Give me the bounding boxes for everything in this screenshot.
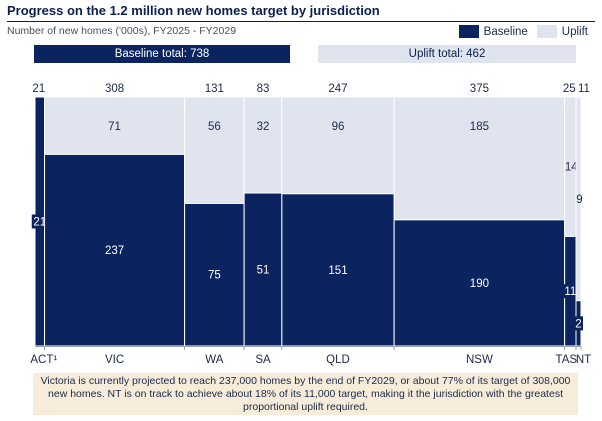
baseline-label-vic: 237 (105, 245, 124, 257)
baseline-bar-nsw (393, 219, 566, 347)
uplift-total-bar: Uplift total: 462 (318, 45, 576, 63)
legend-swatch-baseline (458, 25, 479, 38)
title-divider (7, 21, 595, 22)
uplift-bar-nsw (393, 96, 566, 221)
baseline-label-sa: 51 (257, 265, 270, 277)
category-label-tas: TAS (556, 354, 578, 366)
baseline-label-badge-act (31, 214, 48, 229)
baseline-label-qld: 151 (328, 265, 347, 277)
legend-label-uplift: Uplift (561, 25, 588, 38)
target-label-sa: 83 (257, 83, 270, 95)
category-label-sa: SA (255, 354, 271, 366)
baseline-bar-vic (44, 153, 186, 347)
legend-label-baseline: Baseline (483, 25, 528, 38)
category-label-wa: WA (205, 354, 223, 366)
uplift-label-sa: 32 (257, 121, 270, 133)
uplift-label-nsw: 185 (470, 121, 489, 133)
baseline-bar-wa (184, 202, 245, 347)
baseline-label-badge-tas (562, 284, 579, 299)
uplift-label-vic: 71 (108, 121, 121, 133)
uplift-bar-qld (281, 96, 395, 195)
target-label-nsw: 375 (470, 83, 489, 95)
uplift-label-nt: 9 (576, 194, 582, 206)
baseline-label-act: 21 (33, 217, 46, 229)
callout-note: Victoria is currently projected to reach… (33, 373, 578, 415)
legend: Baseline Uplift (458, 25, 588, 38)
category-label-act: ACT¹ (30, 354, 57, 366)
category-label-vic: VIC (105, 354, 124, 366)
baseline-label-wa: 75 (208, 270, 221, 282)
chart-title: Progress on the 1.2 million new homes ta… (7, 3, 380, 18)
baseline-total-bar: Baseline total: 738 (34, 45, 290, 63)
chart-subtitle: Number of new homes ('000s), FY2025 - FY… (7, 25, 237, 37)
baseline-label-badge-nt (573, 316, 583, 331)
target-label-tas: 25 (563, 83, 576, 95)
uplift-bar-vic (44, 96, 186, 155)
legend-swatch-uplift (536, 25, 557, 38)
target-label-nt: 11 (578, 83, 590, 95)
uplift-bar-sa (243, 96, 283, 194)
category-label-qld: QLD (326, 354, 350, 366)
uplift-label-wa: 56 (208, 121, 221, 133)
baseline-label-tas: 11 (564, 286, 576, 298)
category-label-nsw: NSW (466, 354, 493, 366)
uplift-label-tas: 14 (565, 162, 578, 174)
uplift-bar-wa (184, 96, 245, 204)
target-label-vic: 308 (105, 83, 124, 95)
target-label-qld: 247 (328, 83, 347, 95)
baseline-bar-sa (243, 192, 283, 347)
target-label-act: 21 (32, 83, 45, 95)
baseline-label-nt: 2 (575, 318, 581, 330)
uplift-label-qld: 96 (332, 121, 345, 133)
target-label-wa: 131 (205, 83, 224, 95)
baseline-label-nsw: 190 (470, 278, 489, 290)
category-label-nt: NT (576, 354, 591, 366)
